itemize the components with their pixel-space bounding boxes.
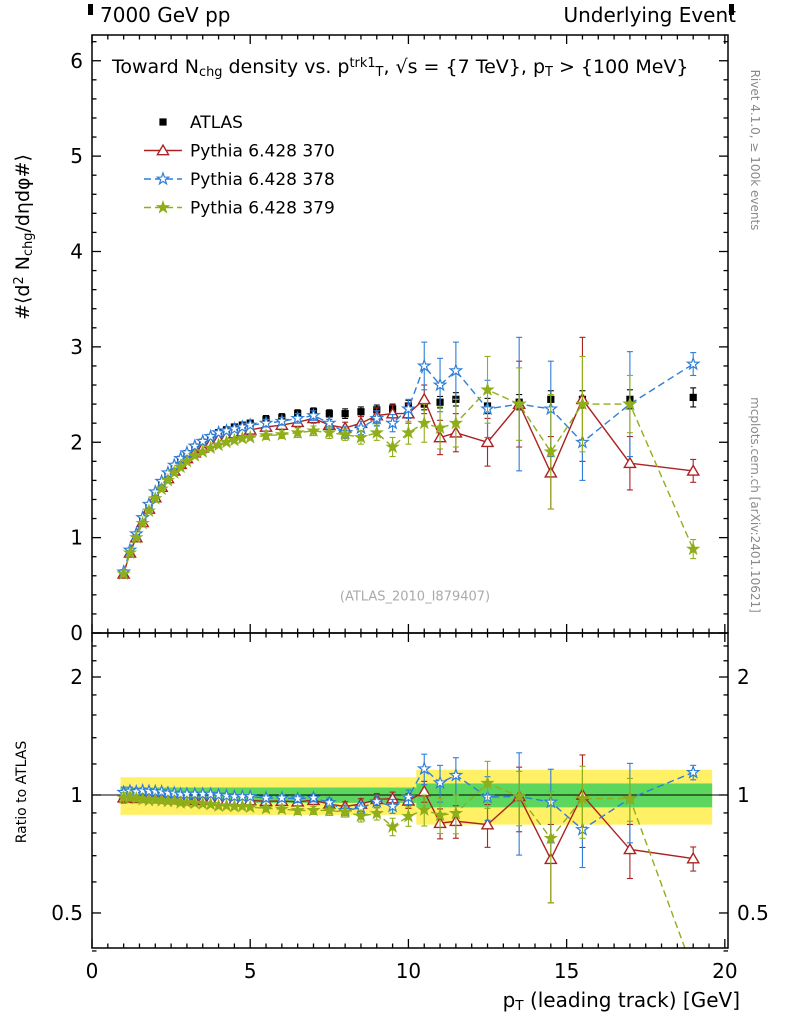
svg-text:0.5: 0.5 xyxy=(51,901,83,925)
legend: ATLAS Pythia 6.428 370 Pythia 6.428 378 Pyt… xyxy=(144,113,335,219)
svg-text:2: 2 xyxy=(737,665,750,689)
svg-text:1: 1 xyxy=(737,783,750,807)
analysis-topic-label: Underlying Event xyxy=(563,3,736,27)
svg-text:0: 0 xyxy=(70,621,83,645)
svg-text:15: 15 xyxy=(554,959,579,983)
series-pythia-379 xyxy=(116,760,686,948)
analysis-id-watermark: (ATLAS_2010_I879407) xyxy=(339,589,491,605)
svg-text:2: 2 xyxy=(70,665,83,689)
svg-text:6: 6 xyxy=(70,49,83,73)
mcplots-arxiv-label: mcplots.cern.ch [arXiv:2401.10621] xyxy=(748,397,762,613)
svg-text:0: 0 xyxy=(86,959,99,983)
series-pythia-379 xyxy=(116,355,701,580)
svg-text:0.5: 0.5 xyxy=(737,901,769,925)
svg-text:1: 1 xyxy=(70,783,83,807)
rivet-version-label: Rivet 4.1.0, ≥ 100k events xyxy=(748,69,762,231)
x-axis-label: pT (leading track) [GeV] xyxy=(502,988,740,1015)
svg-text:10: 10 xyxy=(396,959,421,983)
svg-text:20: 20 xyxy=(712,959,737,983)
svg-text:3: 3 xyxy=(70,335,83,359)
svg-text:4: 4 xyxy=(70,240,83,264)
legend-label-atlas: ATLAS xyxy=(190,113,243,133)
y-axis-label-main: #⟨d2 Nchg/dηdφ#⟩ xyxy=(12,154,36,320)
ratio-uncertainty-bands xyxy=(92,769,728,825)
legend-label-pythia-370: Pythia 6.428 370 xyxy=(190,142,335,162)
legend-label-pythia-379: Pythia 6.428 379 xyxy=(190,199,335,219)
svg-text:2: 2 xyxy=(70,430,83,454)
legend-label-pythia-378: Pythia 6.428 378 xyxy=(190,170,335,190)
series-pythia-378 xyxy=(116,336,701,579)
svg-text:1: 1 xyxy=(70,526,83,550)
svg-text:5: 5 xyxy=(244,959,257,983)
svg-text:5: 5 xyxy=(70,144,83,168)
plot-title: Toward Nchg density vs. ptrk1T, √s = {7 … xyxy=(112,56,689,80)
y-axis-label-ratio: Ratio to ATLAS xyxy=(14,740,30,844)
series-pythia-370 xyxy=(116,336,701,579)
beam-energy-label: 7000 GeV pp xyxy=(100,3,231,27)
